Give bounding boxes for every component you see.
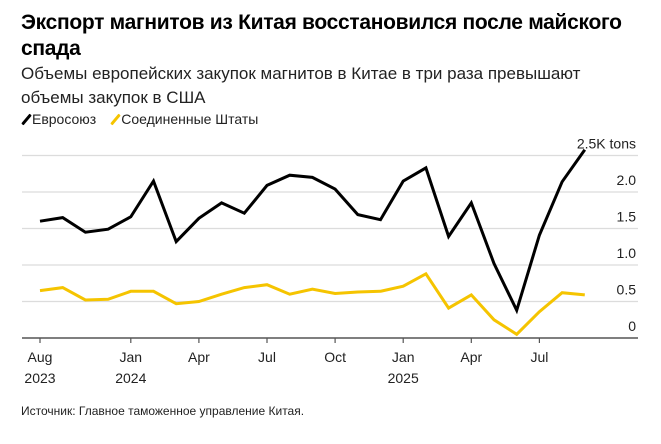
legend-swatch-eu: [21, 113, 32, 125]
series-line-us: [39, 271, 585, 337]
x-tick-label: Aug: [28, 349, 53, 365]
chart-title: Экспорт магнитов из Китая восстановился …: [21, 11, 622, 60]
legend-label-eu: Евросоюз: [32, 111, 97, 127]
legend-item-us: Соединенные Штаты: [110, 111, 258, 127]
y-tick-label: 2.5K tons: [577, 136, 636, 152]
y-tick-label: 2.0: [617, 172, 637, 188]
source-note: Источник: Главное таможенное управление …: [21, 404, 305, 418]
x-tick-label: Apr: [460, 349, 482, 365]
chart-subtitle: Объемы европейских закупок магнитов в Ки…: [21, 64, 581, 107]
x-tick-label: Oct: [324, 349, 346, 365]
x-tick-year-label: 2024: [115, 370, 146, 386]
legend-swatch-us: [110, 113, 122, 125]
y-tick-label: 0: [628, 318, 636, 334]
series-line-eu: [39, 148, 587, 315]
x-tick-year-label: 2023: [24, 370, 55, 386]
line-chart: 0 0.5 1.0 1.5 2.0 2.5K tons Aug 2023 Jan 2024 Apr J…: [22, 136, 638, 386]
y-tick-label: 0.5: [617, 282, 637, 298]
y-tick-label: 1.5: [617, 209, 637, 225]
x-tick-label: Jul: [530, 349, 548, 365]
x-tick-label: Jan: [392, 349, 415, 365]
legend-item-eu: Евросоюз: [21, 111, 96, 127]
legend: Евросоюз Соединенные Штаты: [21, 111, 266, 127]
x-tick-label: Jul: [258, 349, 276, 365]
y-tick-label: 1.0: [617, 245, 637, 261]
legend-label-us: Соединенные Штаты: [121, 111, 259, 127]
x-tick-label: Apr: [188, 349, 210, 365]
x-tick-year-label: 2025: [388, 370, 419, 386]
x-tick-label: Jan: [120, 349, 143, 365]
